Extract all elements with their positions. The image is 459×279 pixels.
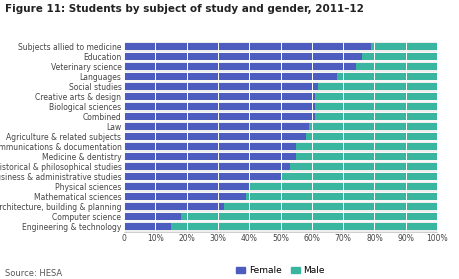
Bar xyxy=(124,142,436,152)
Bar xyxy=(124,103,314,110)
Bar xyxy=(124,82,436,92)
Bar xyxy=(296,143,436,150)
Bar xyxy=(224,203,436,210)
Bar xyxy=(124,102,436,112)
Bar xyxy=(124,143,296,150)
Bar xyxy=(289,163,436,170)
Text: Source: HESA: Source: HESA xyxy=(5,269,62,278)
Bar xyxy=(124,123,308,130)
Bar xyxy=(124,53,361,61)
Bar xyxy=(124,173,280,180)
Bar xyxy=(124,83,318,90)
Bar xyxy=(280,173,436,180)
Bar xyxy=(124,113,314,120)
Bar xyxy=(314,113,436,120)
Bar xyxy=(124,162,436,172)
Bar xyxy=(124,223,171,230)
Bar xyxy=(124,203,224,210)
Bar xyxy=(124,183,249,190)
Bar xyxy=(361,53,436,61)
Bar xyxy=(171,223,436,230)
Bar xyxy=(124,72,436,82)
Bar xyxy=(124,222,436,232)
Bar xyxy=(314,103,436,110)
Bar xyxy=(124,43,370,50)
Bar xyxy=(124,193,246,200)
Bar xyxy=(124,62,436,72)
Legend: Female, Male: Female, Male xyxy=(232,263,328,279)
Bar xyxy=(124,112,436,122)
Bar xyxy=(124,73,336,80)
Bar xyxy=(180,213,436,220)
Bar xyxy=(336,73,436,80)
Bar xyxy=(124,93,314,100)
Bar xyxy=(246,193,436,200)
Bar xyxy=(308,123,436,130)
Bar xyxy=(249,183,436,190)
Bar xyxy=(124,202,436,211)
Bar xyxy=(124,182,436,192)
Bar xyxy=(124,133,305,140)
Bar xyxy=(370,43,436,50)
Bar xyxy=(305,133,436,140)
Bar xyxy=(124,52,436,62)
Bar xyxy=(124,152,436,162)
Bar xyxy=(124,211,436,222)
Bar xyxy=(296,153,436,160)
Bar xyxy=(355,63,436,70)
Bar xyxy=(124,42,436,52)
Bar xyxy=(124,172,436,182)
Bar xyxy=(124,153,296,160)
Bar xyxy=(318,83,436,90)
Bar xyxy=(124,132,436,142)
Text: Figure 11: Students by subject of study and gender, 2011–12: Figure 11: Students by subject of study … xyxy=(5,4,363,14)
Bar xyxy=(124,163,289,170)
Bar xyxy=(124,122,436,132)
Bar xyxy=(124,213,180,220)
Bar xyxy=(124,92,436,102)
Bar xyxy=(124,192,436,202)
Bar xyxy=(124,63,355,70)
Bar xyxy=(314,93,436,100)
